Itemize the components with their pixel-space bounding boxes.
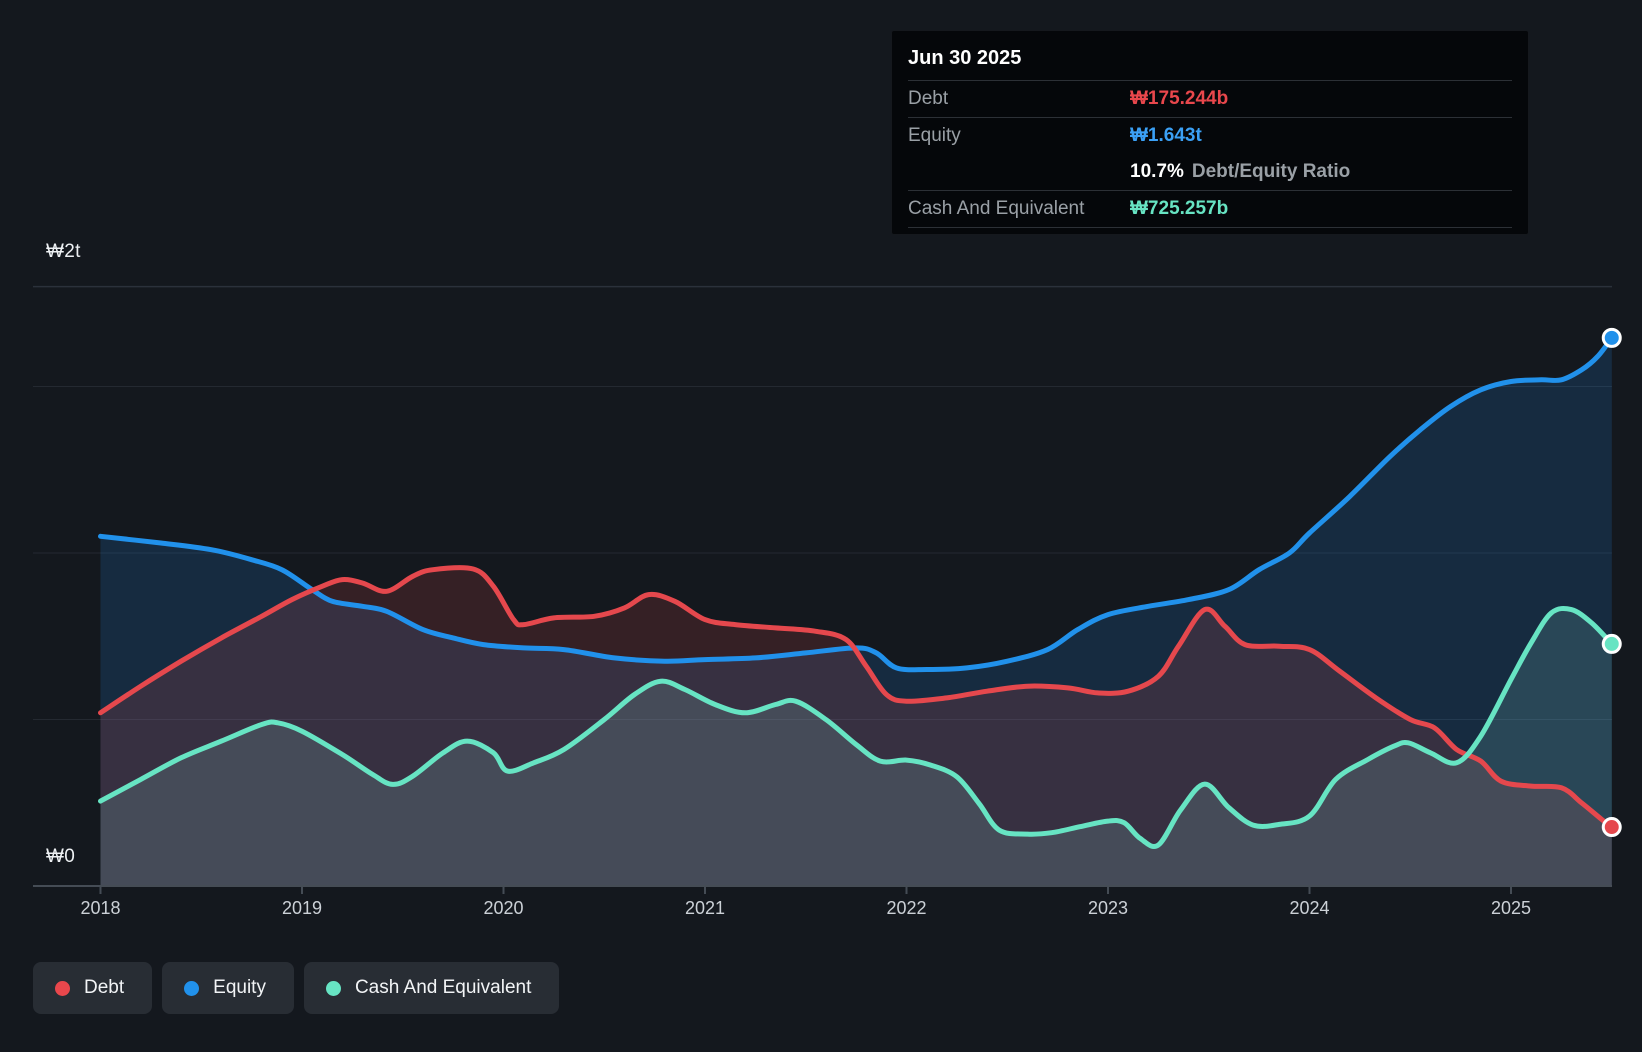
tooltip-equity-value: ₩1.643t bbox=[1130, 125, 1202, 146]
legend-item-cash[interactable]: Cash And Equivalent bbox=[303, 962, 560, 1014]
equity-series-dot-icon bbox=[184, 980, 200, 996]
cash-endpoint-marker[interactable] bbox=[1601, 633, 1622, 654]
tooltip-ratio-value: 10.7% bbox=[1130, 161, 1184, 182]
legend-debt-label: Debt bbox=[84, 977, 125, 998]
y-axis-label-0: ₩0 bbox=[46, 846, 76, 867]
debt-series-dot-icon bbox=[55, 980, 70, 996]
legend-item-equity[interactable]: Equity bbox=[162, 962, 294, 1014]
equity-area-fill bbox=[100, 337, 1612, 886]
x-tick-label-2023: 2023 bbox=[1087, 898, 1129, 918]
cash-line bbox=[98, 605, 1615, 849]
x-tick-label-2022: 2022 bbox=[886, 898, 927, 918]
chart-legend: Debt Equity Cash And Equivalent bbox=[33, 962, 560, 1014]
tooltip-row-ratio: 10.7% Debt/Equity Ratio bbox=[908, 154, 1512, 191]
x-tick-label-2021: 2021 bbox=[684, 898, 726, 918]
x-tick-label-2020: 2020 bbox=[483, 898, 524, 918]
tooltip-debt-value: ₩175.244b bbox=[1130, 88, 1229, 109]
tooltip-row-cash: Cash And Equivalent ₩725.257b bbox=[908, 191, 1512, 228]
tooltip-cash-label: Cash And Equivalent bbox=[908, 198, 1085, 219]
x-axis-tick-labels: 2018 2019 2020 2021 2022 2023 2024 2025 bbox=[0, 898, 1642, 922]
x-tick-label-2025: 2025 bbox=[1490, 898, 1532, 918]
legend-item-debt[interactable]: Debt bbox=[33, 962, 153, 1014]
x-tick-label-2019: 2019 bbox=[281, 898, 323, 918]
tooltip-cash-value: ₩725.257b bbox=[1130, 198, 1229, 219]
debt-area-fill bbox=[100, 567, 1612, 886]
x-tick-label-2018: 2018 bbox=[80, 898, 121, 918]
tooltip-equity-label: Equity bbox=[908, 125, 961, 146]
tooltip-debt-label: Debt bbox=[908, 88, 949, 109]
equity-endpoint-marker[interactable] bbox=[1601, 327, 1622, 348]
chart-tooltip: Jun 30 2025 Debt ₩175.244b Equity ₩1.643… bbox=[891, 30, 1529, 235]
tooltip-row-equity: Equity ₩1.643t bbox=[908, 118, 1512, 154]
debt-endpoint-marker[interactable] bbox=[1601, 817, 1622, 838]
equity-line bbox=[98, 335, 1615, 673]
debt-line bbox=[98, 565, 1615, 830]
legend-cash-label: Cash And Equivalent bbox=[354, 977, 532, 998]
cash-series-dot-icon bbox=[325, 980, 341, 996]
legend-equity-label: Equity bbox=[213, 977, 266, 998]
y-axis-label-2t: ₩2t bbox=[46, 241, 81, 262]
x-tick-label-2024: 2024 bbox=[1289, 898, 1330, 918]
tooltip-date: Jun 30 2025 bbox=[908, 41, 1512, 81]
tooltip-row-debt: Debt ₩175.244b bbox=[908, 81, 1512, 118]
tooltip-ratio-label: Debt/Equity Ratio bbox=[1191, 161, 1351, 182]
